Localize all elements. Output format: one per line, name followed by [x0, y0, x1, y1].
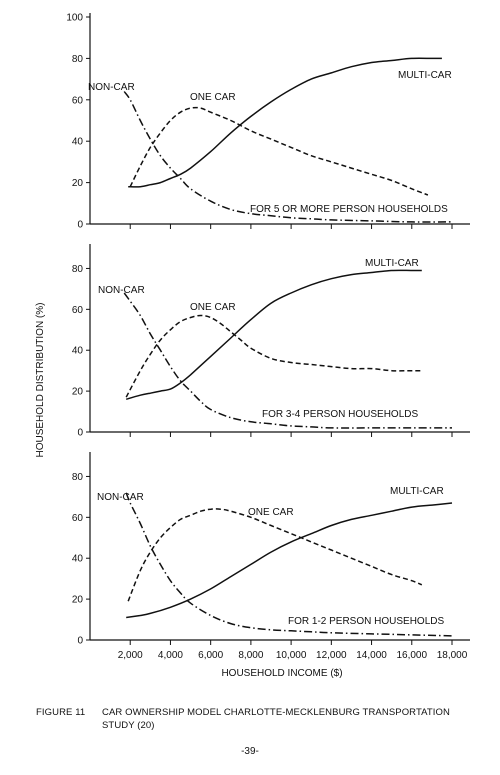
- x-tick-label: 4,000: [158, 650, 183, 661]
- series-multi-car: [126, 502, 453, 619]
- y-tick-label: 0: [77, 428, 83, 439]
- series-multi-car: [128, 57, 442, 188]
- label-one-car: ONE CAR: [190, 302, 236, 313]
- y-tick-label: 60: [72, 513, 84, 524]
- label-one-car: ONE CAR: [190, 92, 236, 103]
- figure-number: FIGURE 11: [36, 707, 86, 718]
- x-tick-label: 18,000: [437, 650, 468, 661]
- label-non-car: NON-CAR: [98, 285, 145, 296]
- y-tick-label: 20: [72, 178, 84, 189]
- x-tick-label: 2,000: [118, 650, 143, 661]
- y-tick-label: 20: [72, 387, 84, 398]
- y-tick-label: 0: [77, 636, 83, 647]
- label-multi-car: MULTI-CAR: [365, 258, 419, 269]
- car-ownership-figure: 0 20 40 60 80 100 NON-CAR ONE CAR MULTI-CAR FOR 5…: [35, 13, 470, 679]
- label-non-car: NON-CAR: [88, 82, 135, 93]
- label-one-car: ONE CAR: [248, 507, 294, 518]
- panel-3: 0 20 40 60 80 2,000 4,000 6,000 8,000 10,000 12,00…: [72, 452, 470, 661]
- y-tick-label: 80: [72, 54, 84, 65]
- panel-annotation: FOR 1-2 PERSON HOUSEHOLDS: [288, 616, 444, 627]
- y-tick-label: 40: [72, 346, 84, 357]
- x-axis-label: HOUSEHOLD INCOME ($): [221, 668, 342, 679]
- x-tick-label: 10,000: [276, 650, 307, 661]
- label-multi-car: MULTI-CAR: [398, 70, 452, 81]
- panel-2: 0 20 40 60 80 NON-CAR ONE CAR MULTI-CAR FOR 3-4 …: [72, 244, 470, 439]
- x-tick-label: 14,000: [356, 650, 387, 661]
- x-tick-label: 8,000: [238, 650, 263, 661]
- y-tick-label: 40: [72, 554, 84, 565]
- caption-line-1: CAR OWNERSHIP MODEL CHARLOTTE-MECKLENBUR…: [102, 707, 450, 718]
- y-tick-label: 60: [72, 95, 84, 106]
- series-one-car: [129, 106, 429, 196]
- x-tick-label: 12,000: [316, 650, 347, 661]
- panel-1: 0 20 40 60 80 100 NON-CAR ONE CAR MULTI-CAR FOR 5…: [66, 13, 470, 231]
- series-multi-car: [125, 269, 422, 401]
- label-multi-car: MULTI-CAR: [390, 486, 444, 497]
- y-tick-label: 40: [72, 137, 84, 148]
- series-one-car: [125, 314, 422, 398]
- y-tick-label: 80: [72, 264, 84, 275]
- x-tick-label: 16,000: [396, 650, 427, 661]
- y-tick-label: 60: [72, 305, 84, 316]
- y-tick-label: 80: [72, 472, 84, 483]
- panel-annotation: FOR 3-4 PERSON HOUSEHOLDS: [262, 409, 418, 420]
- series-non-car: [123, 292, 452, 429]
- y-axis-label: HOUSEHOLD DISTRIBUTION (%): [35, 302, 46, 457]
- caption-line-2: STUDY (20): [102, 720, 155, 731]
- x-tick-label: 6,000: [198, 650, 223, 661]
- panel-annotation: FOR 5 OR MORE PERSON HOUSEHOLDS: [250, 204, 448, 215]
- y-tick-label: 0: [77, 220, 83, 231]
- series-one-car: [127, 508, 423, 602]
- series-non-car: [123, 91, 453, 223]
- y-tick-label: 100: [66, 13, 83, 24]
- page-number: -39-: [241, 746, 259, 757]
- y-tick-label: 20: [72, 595, 84, 606]
- figure-caption: FIGURE 11 CAR OWNERSHIP MODEL CHARLOTTE-M…: [36, 706, 476, 732]
- label-non-car: NON-CAR: [97, 492, 144, 503]
